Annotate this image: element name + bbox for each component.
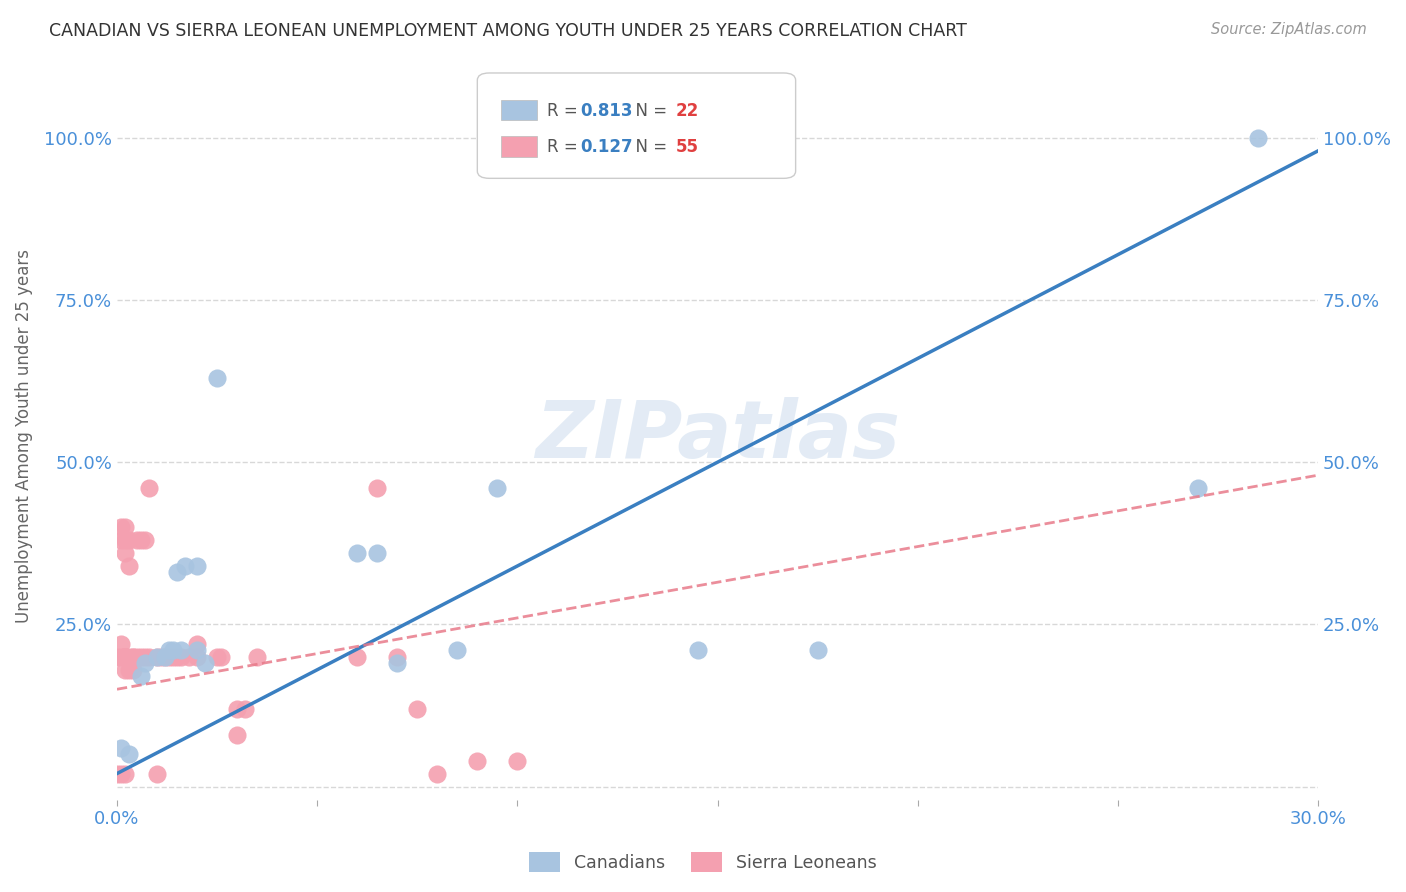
Point [125, 649, 148, 664]
Point [114, 546, 136, 560]
Point [122, 649, 145, 664]
Text: R =: R = [547, 102, 583, 120]
Point [486, 481, 509, 495]
Point [134, 649, 156, 664]
Point [110, 533, 132, 547]
Point [506, 754, 529, 768]
Point [118, 559, 141, 574]
Point [114, 649, 136, 664]
Point [366, 481, 388, 495]
Legend: Canadians, Sierra Leoneans: Canadians, Sierra Leoneans [522, 845, 884, 879]
Point [150, 649, 173, 664]
Point [346, 649, 368, 664]
Point [138, 649, 160, 664]
Point [122, 663, 145, 677]
Point [110, 649, 132, 664]
Point [387, 649, 409, 664]
Point [186, 643, 208, 657]
Point [114, 663, 136, 677]
Point [146, 766, 169, 780]
Text: R =: R = [547, 138, 583, 156]
Point [366, 546, 388, 560]
Point [446, 643, 468, 657]
Point [205, 649, 228, 664]
Point [153, 649, 176, 664]
Point [118, 663, 141, 677]
Point [686, 643, 709, 657]
Point [118, 747, 141, 761]
Point [170, 649, 193, 664]
Y-axis label: Unemployment Among Youth under 25 years: Unemployment Among Youth under 25 years [15, 249, 32, 624]
Point [129, 669, 152, 683]
Point [114, 533, 136, 547]
Point [129, 649, 152, 664]
Point [246, 649, 269, 664]
Point [146, 649, 169, 664]
Text: ZIPatlas: ZIPatlas [536, 397, 900, 475]
Point [186, 637, 208, 651]
Point [118, 649, 141, 664]
Point [186, 649, 208, 664]
Point [233, 702, 256, 716]
Point [122, 649, 145, 664]
Text: 22: 22 [675, 102, 699, 120]
Point [114, 649, 136, 664]
Point [807, 643, 830, 657]
Point [114, 649, 136, 664]
Point [118, 533, 141, 547]
Point [105, 649, 128, 664]
Point [114, 766, 136, 780]
Point [166, 649, 188, 664]
Point [134, 533, 156, 547]
Point [153, 649, 176, 664]
Point [1187, 481, 1209, 495]
Text: 55: 55 [675, 138, 699, 156]
Point [110, 520, 132, 534]
Point [205, 371, 228, 385]
Point [174, 559, 197, 574]
Text: CANADIAN VS SIERRA LEONEAN UNEMPLOYMENT AMONG YOUTH UNDER 25 YEARS CORRELATION C: CANADIAN VS SIERRA LEONEAN UNEMPLOYMENT … [49, 22, 967, 40]
Point [157, 649, 180, 664]
Point [170, 643, 193, 657]
Point [406, 702, 429, 716]
Text: N =: N = [626, 138, 672, 156]
Point [157, 643, 180, 657]
Point [387, 657, 409, 671]
Point [209, 649, 232, 664]
Point [134, 657, 156, 671]
Point [465, 754, 488, 768]
Point [162, 643, 184, 657]
Point [138, 481, 160, 495]
Text: 0.813: 0.813 [581, 102, 633, 120]
Point [105, 766, 128, 780]
Point [426, 766, 449, 780]
Point [110, 637, 132, 651]
Point [162, 649, 184, 664]
Point [166, 566, 188, 580]
Point [125, 533, 148, 547]
Point [129, 533, 152, 547]
Point [146, 649, 169, 664]
FancyBboxPatch shape [502, 100, 537, 120]
FancyBboxPatch shape [477, 73, 796, 178]
Point [110, 766, 132, 780]
Point [110, 740, 132, 755]
Point [226, 702, 249, 716]
Point [186, 559, 208, 574]
Text: 0.127: 0.127 [581, 138, 633, 156]
Point [346, 546, 368, 560]
Point [114, 520, 136, 534]
Point [226, 728, 249, 742]
Point [114, 649, 136, 664]
Text: Source: ZipAtlas.com: Source: ZipAtlas.com [1211, 22, 1367, 37]
Point [177, 649, 200, 664]
Point [194, 657, 217, 671]
FancyBboxPatch shape [502, 136, 537, 156]
Text: N =: N = [626, 102, 672, 120]
Point [1247, 131, 1270, 145]
